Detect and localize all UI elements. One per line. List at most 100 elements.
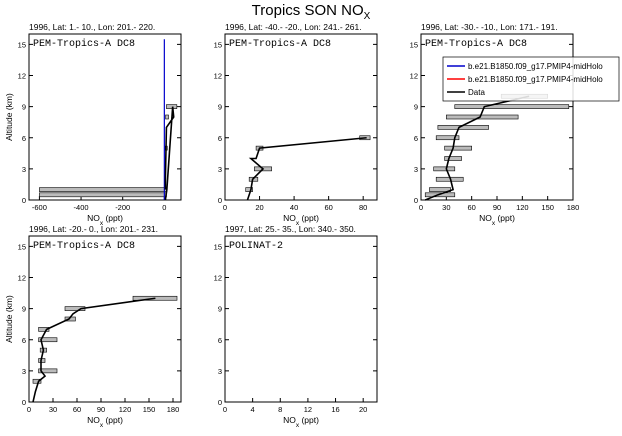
panel-5-xtick-label: 12 [304, 405, 312, 414]
panel-3-header: 1996, Lat: -30.- -10., Lon: 171.- 191. [421, 22, 558, 32]
panel-4-data-line [32, 297, 156, 403]
panel-3-xtick-label: 150 [541, 203, 554, 212]
panel-1-header: 1996, Lat: 1.- 10., Lon: 201.- 220. [29, 22, 155, 32]
legend-box [442, 56, 620, 102]
panel-2-xtick-label: 40 [290, 203, 298, 212]
chart-panel-4: 1996, Lat: -20.- 0., Lon: 201.- 231. PEM-… [4, 224, 182, 429]
panel-3-error-box [435, 135, 460, 141]
panel-2-xtick-label: 0 [223, 203, 227, 212]
panel-3-ytick-label: 0 [414, 196, 418, 205]
panel-1-frame [28, 33, 182, 201]
figure-title-text: Tropics SON NO [251, 2, 364, 19]
panel-3-ytick-label: 15 [410, 40, 418, 49]
panel-4-ytick-label: 12 [18, 274, 26, 283]
panel-2-header: 1996, Lat: -40.- -20., Lon: 241.- 261. [225, 22, 362, 32]
panel-1-data-line [164, 106, 175, 201]
panel-2-error-box [245, 187, 253, 192]
panel-3-campaign-label: PEM-Tropics-A DC8 [425, 38, 527, 50]
panel-2-frame [224, 33, 378, 201]
panel-5-xtick-label: 8 [278, 405, 282, 414]
panel-2-xaxis-label: NOx (ppt) [283, 213, 319, 227]
panel-1-ytick-label: 0 [22, 196, 26, 205]
panel-3-xtick-label: 120 [516, 203, 529, 212]
panel-3-error-box [454, 104, 570, 109]
panel-2-ytick-label: 12 [214, 72, 222, 81]
panel-4-error-box [38, 368, 58, 374]
panel-4-xtick-label: 0 [27, 405, 31, 414]
panel-3-xtick-label: 30 [442, 203, 450, 212]
panel-4-frame [28, 235, 182, 403]
panel-5-campaign-label: POLINAT-2 [229, 241, 283, 252]
panel-4-ytick-label: 9 [22, 305, 26, 314]
panel-5-xaxis-label: NOx (ppt) [283, 415, 319, 429]
panel-4-ytick-label: 15 [18, 242, 26, 251]
panel-3-xtick-label: 90 [493, 203, 501, 212]
legend-entry-model-red: b.e21.B1850.f09_g17.PMIP4-midHolo [468, 75, 603, 84]
panel-4-ytick-label: 0 [22, 398, 26, 407]
panel-4-xtick-label: 150 [143, 405, 156, 414]
panel-1-campaign-label: PEM-Tropics-A DC8 [33, 38, 135, 50]
panel-1-yaxis-label: Altitude (km) [4, 93, 14, 141]
panel-1-error-box [39, 192, 167, 198]
panel-2-xtick-label: 20 [255, 203, 263, 212]
panel-2-xtick-label: 60 [324, 203, 332, 212]
panel-1-ytick-label: 6 [22, 134, 26, 143]
panel-3-xaxis-label: NOx (ppt) [479, 213, 515, 227]
panel-1-error-box [165, 114, 169, 120]
panel-3-ytick-label: 9 [414, 103, 418, 112]
panel-1-ytick-label: 3 [22, 165, 26, 174]
panel-5-ytick-label: 9 [218, 305, 222, 314]
panel-4-xtick-label: 60 [73, 405, 81, 414]
panel-4-xtick-label: 120 [119, 405, 132, 414]
panel-5-ytick-label: 6 [218, 336, 222, 345]
panel-1-xtick-label: -200 [115, 203, 130, 212]
panel-4-xtick-label: 90 [97, 405, 105, 414]
panel-5-header: 1997, Lat: 25.- 35., Lon: 340.- 350. [225, 224, 356, 234]
panel-2-ytick-label: 3 [218, 165, 222, 174]
panel-5-xtick-label: 20 [359, 405, 367, 414]
panel-4-xaxis-label: NOx (ppt) [87, 415, 123, 429]
panel-2-ytick-label: 6 [218, 134, 222, 143]
panel-1-error-box [39, 187, 168, 192]
panel-3-error-box [444, 156, 462, 161]
panel-1-error-box [166, 104, 178, 109]
panel-3-ytick-label: 6 [414, 134, 418, 143]
panel-4-ytick-label: 3 [22, 367, 26, 376]
panel-3-xtick-label: 60 [467, 203, 475, 212]
panel-3-error-box [444, 145, 472, 151]
panel-5-xtick-label: 16 [331, 405, 339, 414]
panel-3-xtick-label: 180 [567, 203, 580, 212]
legend-entry-model-blue: b.e21.B1850.f09_g17.PMIP4-midHolo [468, 62, 603, 71]
panel-3-error-box [433, 166, 456, 172]
panel-3-error-box [446, 114, 519, 120]
panel-4-yaxis-label: Altitude (km) [4, 295, 14, 343]
panel-1-xtick-label: 0 [162, 203, 166, 212]
panel-4-xtick-label: 30 [49, 405, 57, 414]
panel-1-ytick-label: 15 [18, 40, 26, 49]
panel-1-xtick-label: -400 [74, 203, 89, 212]
panel-5-ytick-label: 15 [214, 242, 222, 251]
panel-2-ytick-label: 15 [214, 40, 222, 49]
panel-5-xtick-label: 4 [251, 405, 255, 414]
panel-2-data-line [246, 136, 367, 201]
panel-4-error-box [38, 337, 58, 343]
panel-3-ytick-label: 12 [410, 72, 418, 81]
panel-5-xtick-label: 0 [223, 405, 227, 414]
panel-5-ytick-label: 0 [218, 398, 222, 407]
panel-1-xaxis-label: NOx (ppt) [87, 213, 123, 227]
panel-4-error-box [32, 378, 42, 384]
panel-2-ytick-label: 9 [218, 103, 222, 112]
panel-1-ytick-label: 9 [22, 103, 26, 112]
panel-4-error-box [38, 327, 50, 332]
panel-4-xtick-label: 180 [167, 405, 180, 414]
chart-panel-3: 1996, Lat: -30.- -10., Lon: 171.- 191. PE… [410, 22, 620, 227]
panel-4-header: 1996, Lat: -20.- 0., Lon: 201.- 231. [29, 224, 158, 234]
panel-3-xtick-label: 0 [419, 203, 423, 212]
panel-4-ytick-label: 6 [22, 336, 26, 345]
panel-1-ytick-label: 12 [18, 72, 26, 81]
panel-3-ytick-label: 3 [414, 165, 418, 174]
panel-2-xtick-label: 80 [359, 203, 367, 212]
panel-3-data-line [424, 95, 530, 201]
panel-5-frame [224, 235, 378, 403]
panel-4-campaign-label: PEM-Tropics-A DC8 [33, 240, 135, 252]
